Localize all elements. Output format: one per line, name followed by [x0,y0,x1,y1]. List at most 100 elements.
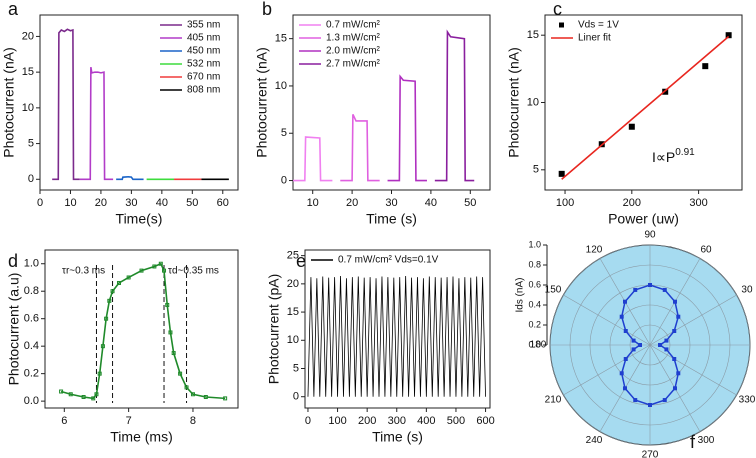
data-point [673,299,677,304]
data-point [126,275,131,280]
series-line [79,67,114,181]
y-tick-label: 15 [22,66,34,78]
grid-spoke [563,344,651,396]
data-point [116,280,121,285]
data-point [81,395,86,400]
panel-label: b [262,0,272,19]
data-point [190,392,195,397]
y-tick-label: 0.2 [24,368,39,380]
x-tick-label: 10 [307,197,319,209]
x-tick-label: 50 [186,197,198,209]
legend-label: 405 nm [187,33,220,44]
theta-tick-label: 120 [586,244,603,255]
panel-label: a [8,0,19,19]
data-point [100,344,105,349]
x-tick-label: 0 [305,415,311,427]
x-tick-label: 400 [417,415,435,427]
data-point [623,299,627,304]
legend-label: Vds = 1V [578,20,619,31]
data-point [68,392,73,397]
data-point [59,389,64,394]
r-tick-label: 0.0 [528,339,541,349]
panel-label: f [690,432,696,452]
data-point [623,329,628,333]
legend-label: 450 nm [187,46,220,57]
y-tick-label: 0 [281,174,287,186]
theta-tick-label: 330 [739,395,756,406]
legend-label: 1.3 mW/cm² [326,33,381,44]
data-point [104,316,109,321]
data-point [139,268,144,273]
data-point [702,63,709,70]
data-point [184,385,189,390]
data-point [631,338,636,343]
x-tick-label: 7 [126,415,132,427]
data-point [676,314,681,319]
data-point [633,398,638,403]
data-point [619,314,624,319]
x-tick-label: 50 [464,197,476,209]
panel-label: c [553,0,562,19]
x-tick-label: 300 [388,415,406,427]
x-tick-label: 300 [689,197,707,209]
theta-tick-label: 270 [642,450,659,458]
legend-label: 2.7 mW/cm² [326,59,381,70]
data-point [623,386,627,391]
data-point [662,287,667,292]
plot-frame [292,14,491,191]
annotation: τr~0.3 ms [62,266,105,277]
data-point [162,268,167,273]
y-tick-label: 0 [293,391,299,403]
r-tick-label: 0.4 [528,299,541,309]
x-tick-label: 60 [217,197,229,209]
grid-spoke [649,344,737,396]
y-tick-label: 25 [287,250,299,262]
theta-tick-label: 150 [545,285,562,296]
annotation-exponent: 0.91 [675,147,695,158]
x-tick-label: 200 [623,197,641,209]
x-tick-label: 200 [358,415,376,427]
data-point [94,392,99,397]
series-line [434,29,475,182]
y-axis-title: Photocurrent (nA) [1,47,17,158]
series-line [52,28,80,181]
x-axis-title: Time (s) [372,429,423,445]
y-tick-label: 15 [527,29,539,41]
x-tick-label: 100 [328,415,346,427]
data-point [165,302,170,307]
x-tick-label: 8 [190,415,196,427]
data-point [628,123,635,130]
y-axis-title: Photocurrent (pA) [266,274,282,385]
data-point [672,329,677,333]
x-tick-label: 40 [156,197,168,209]
y-axis-title: Photocurrent (a.u) [6,273,22,386]
y-tick-label: 15 [287,306,299,318]
x-tick-label: 20 [95,197,107,209]
legend-label: 532 nm [187,59,220,70]
y-axis-title: Photocurrent (nA) [506,47,522,158]
data-point [648,403,652,407]
r-axis-title: Ids (nA) [515,277,526,312]
series-line [561,35,730,180]
x-tick-label: 0 [37,197,43,209]
theta-tick-label: 210 [545,395,562,406]
theta-tick-label: 30 [741,285,753,296]
series-line [293,136,333,182]
panel-label: d [8,251,18,271]
x-axis-title: Power (uw) [608,211,679,227]
y-tick-label: 20 [22,30,34,42]
legend-label: 808 nm [187,85,220,96]
data-point [110,289,115,294]
series-line [340,113,380,182]
theta-tick-label: 90 [644,230,656,241]
data-point [623,357,628,361]
r-tick-label: 0.2 [528,319,541,329]
data-point [168,330,173,335]
grid-spoke [649,294,737,346]
data-point [672,357,677,361]
data-point [619,371,624,376]
y-tick-label: 10 [287,334,299,346]
legend-label: 0.7 mW/cm² Vds=0.1V [338,255,439,266]
r-tick-label: 0.6 [528,279,541,289]
